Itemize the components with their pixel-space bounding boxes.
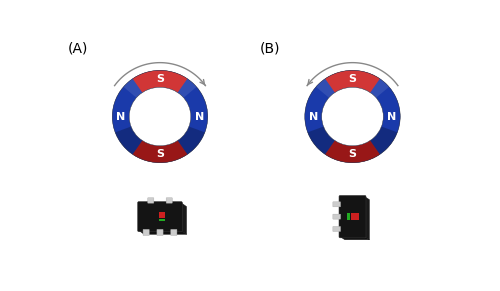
Polygon shape <box>132 141 188 163</box>
FancyBboxPatch shape <box>171 229 177 235</box>
FancyBboxPatch shape <box>333 226 340 231</box>
Polygon shape <box>316 70 389 98</box>
FancyBboxPatch shape <box>339 196 366 238</box>
Polygon shape <box>340 237 370 240</box>
Polygon shape <box>365 197 370 240</box>
Polygon shape <box>115 127 205 163</box>
Bar <box>159 212 166 218</box>
Bar <box>347 213 350 221</box>
Text: S: S <box>348 74 356 84</box>
Ellipse shape <box>322 87 384 146</box>
Text: S: S <box>156 74 164 84</box>
Ellipse shape <box>129 87 191 146</box>
Polygon shape <box>112 70 208 163</box>
Polygon shape <box>139 230 186 234</box>
Text: N: N <box>194 111 204 122</box>
FancyBboxPatch shape <box>143 229 149 235</box>
Polygon shape <box>325 141 380 163</box>
FancyBboxPatch shape <box>333 202 340 207</box>
Text: N: N <box>116 111 126 122</box>
Text: S: S <box>156 149 164 159</box>
Text: N: N <box>308 111 318 122</box>
Polygon shape <box>325 70 380 93</box>
FancyBboxPatch shape <box>157 229 163 235</box>
Polygon shape <box>124 70 196 98</box>
Polygon shape <box>308 127 398 163</box>
Ellipse shape <box>112 70 208 163</box>
FancyBboxPatch shape <box>333 214 340 219</box>
Text: (B): (B) <box>260 42 280 56</box>
Text: N: N <box>387 111 396 122</box>
FancyBboxPatch shape <box>138 202 182 232</box>
FancyBboxPatch shape <box>148 198 154 203</box>
Polygon shape <box>181 203 186 234</box>
Polygon shape <box>305 70 400 163</box>
Bar <box>351 213 358 221</box>
Text: S: S <box>348 149 356 159</box>
Polygon shape <box>132 70 188 93</box>
FancyBboxPatch shape <box>166 198 172 203</box>
Text: (A): (A) <box>68 42 88 56</box>
Bar <box>159 219 166 221</box>
Ellipse shape <box>305 70 400 163</box>
